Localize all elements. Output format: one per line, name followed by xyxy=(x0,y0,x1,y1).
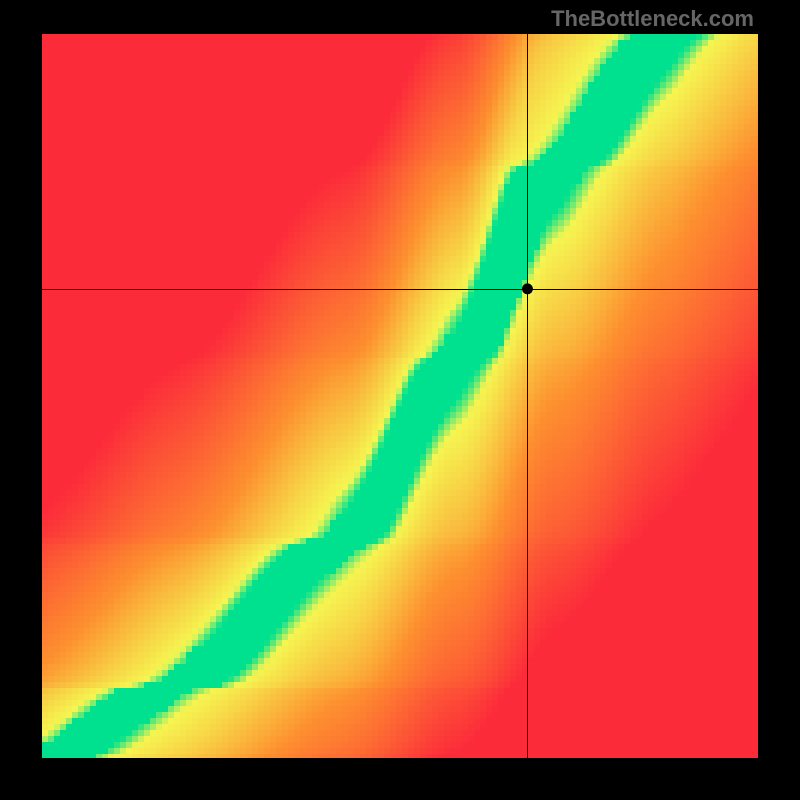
chart-container: { "watermark": { "text": "TheBottleneck.… xyxy=(0,0,800,800)
watermark-text: TheBottleneck.com xyxy=(551,6,754,32)
bottleneck-heatmap xyxy=(0,0,800,800)
